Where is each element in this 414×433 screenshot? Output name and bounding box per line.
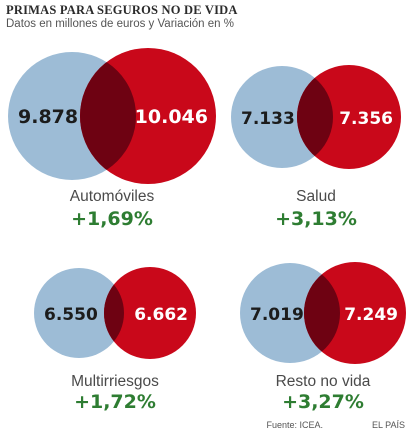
overlap-region (304, 263, 340, 363)
venn-panel: 7.133 7.356 Salud +3,13% (231, 65, 401, 230)
current-value-circle (104, 267, 196, 359)
change-label: +3,27% (282, 391, 364, 413)
overlap-region (80, 52, 136, 180)
change-label: +1,69% (71, 208, 153, 230)
current-value-label: 10.046 (135, 106, 208, 128)
previous-value-label: 7.019 (250, 305, 304, 325)
chart-title: Primas para seguros no de vida (6, 3, 238, 17)
previous-value-label: 6.550 (44, 305, 98, 325)
overlap-region (297, 66, 333, 168)
current-value-label: 7.249 (344, 305, 398, 325)
venn-panel: 7.019 7.249 Resto no vida+3,27% (240, 262, 406, 413)
category-label: Resto no vida (276, 373, 371, 390)
previous-value-circle (34, 268, 124, 358)
category-label: Multirriesgos (71, 373, 159, 390)
category-label: Automóviles (70, 188, 155, 205)
venn-panel: 6.550 6.662 Multirriesgos+1,72% (34, 267, 196, 413)
brand-label: EL PAÍS (372, 420, 405, 430)
previous-value-label: 9.878 (18, 106, 78, 128)
source-label: Fuente: ICEA. (266, 420, 323, 430)
chart-subtitle: Datos en millones de euros y Variación e… (6, 18, 234, 30)
current-value-label: 6.662 (134, 305, 188, 325)
current-value-label: 7.356 (339, 109, 393, 129)
change-label: +1,72% (74, 391, 156, 413)
venn-panel: 9.878 10.046 Automóviles +1,69% (8, 48, 216, 230)
previous-value-label: 7.133 (241, 109, 295, 129)
change-label: +3,13% (275, 208, 357, 230)
category-label: Salud (296, 188, 336, 205)
